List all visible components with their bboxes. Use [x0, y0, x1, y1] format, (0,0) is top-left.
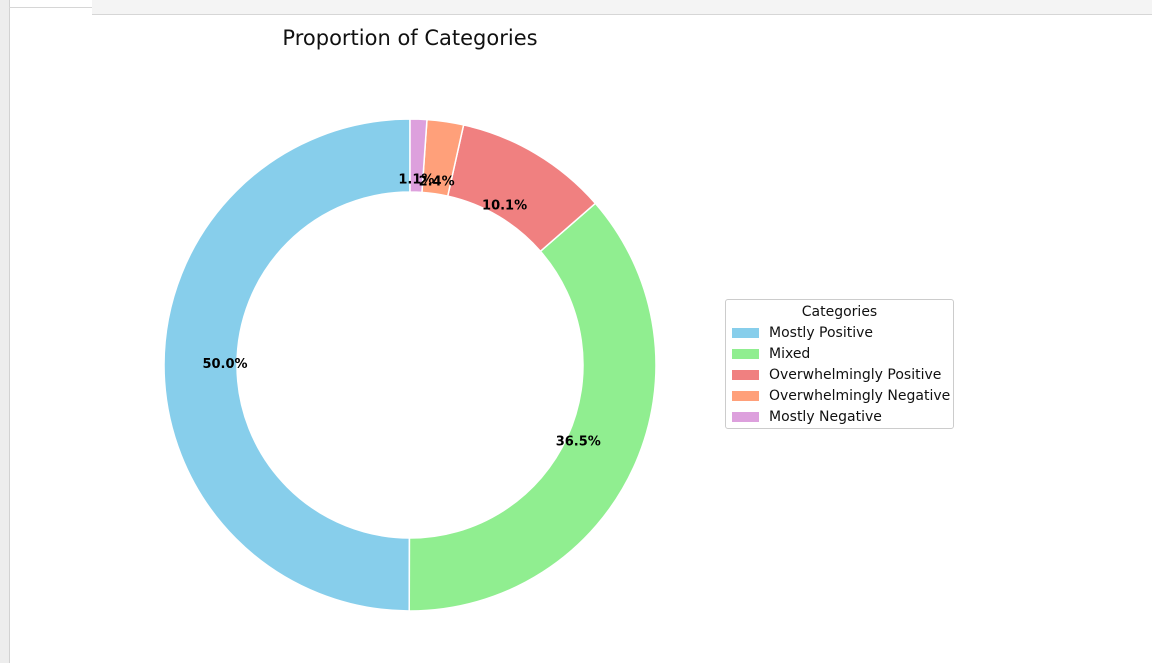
legend-swatch-overwhelmingly-positive: [732, 370, 759, 380]
legend-item-overwhelmingly-negative: Overwhelmingly Negative: [732, 386, 950, 406]
slice-mixed: [408, 202, 657, 612]
legend-swatch-overwhelmingly-negative: [732, 391, 759, 401]
legend-label-overwhelmingly-positive: Overwhelmingly Positive: [769, 367, 942, 383]
chart-title: Proportion of Categories: [282, 26, 538, 50]
legend-item-overwhelmingly-positive: Overwhelmingly Positive: [732, 365, 941, 385]
legend-swatch-mixed: [732, 349, 759, 359]
pct-label-mostly-negative: 1.1%: [398, 173, 434, 188]
legend-swatch-mostly-negative: [732, 412, 759, 422]
legend-label-overwhelmingly-negative: Overwhelmingly Negative: [769, 388, 951, 404]
legend-item-mixed: Mixed: [732, 344, 810, 364]
legend-item-mostly-positive: Mostly Positive: [732, 323, 873, 343]
percentage-labels: 50.0% 36.5% 10.1% 2.4%1.1%: [202, 173, 600, 450]
window-left-edge: [0, 0, 10, 663]
legend-item-mostly-negative: Mostly Negative: [732, 407, 882, 427]
window-top-strip: [92, 0, 1152, 15]
pct-label-mostly-positive: 50.0%: [202, 357, 247, 372]
legend-label-mostly-negative: Mostly Negative: [769, 409, 882, 425]
pct-label-overwhelmingly-positive: 10.1%: [482, 199, 527, 214]
slice-mostly-negative: [409, 118, 428, 194]
donut-slices: [163, 118, 657, 612]
window-top-line: [9, 7, 92, 8]
legend-label-mostly-positive: Mostly Positive: [769, 325, 874, 341]
legend-label-mixed: Mixed: [769, 346, 811, 362]
chart-legend: Categories Mostly Positive Mixed Overwhelm…: [725, 299, 954, 429]
slice-mostly-positive: [163, 118, 411, 612]
pct-label-mixed: 36.5%: [556, 434, 601, 449]
legend-swatch-mostly-positive: [732, 328, 759, 338]
pct-label-overwhelmingly-negative: 2.4%: [419, 174, 455, 189]
legend-title: Categories: [801, 304, 878, 320]
